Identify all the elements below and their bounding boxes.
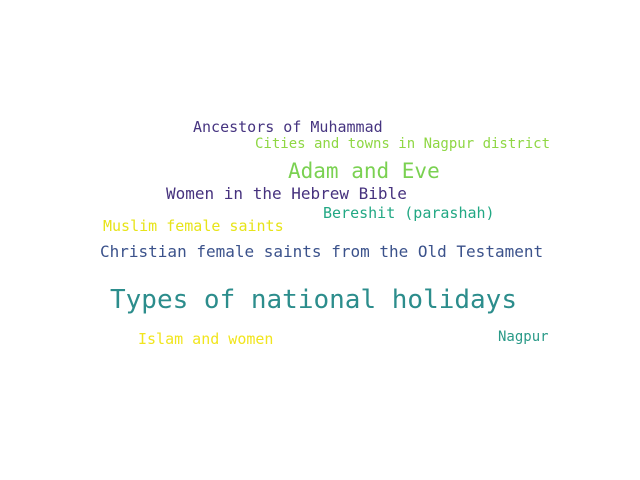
- word-nagpur: Nagpur: [498, 329, 549, 345]
- word-islam-and-women: Islam and women: [138, 330, 274, 348]
- word-ancestors-of-muhammad: Ancestors of Muhammad: [193, 118, 383, 136]
- word-types-of-national-holidays: Types of national holidays: [110, 285, 517, 315]
- word-adam-and-eve: Adam and Eve: [288, 159, 440, 183]
- word-christian-female-saints-old-testament: Christian female saints from the Old Tes…: [100, 242, 544, 261]
- word-muslim-female-saints: Muslim female saints: [103, 217, 284, 235]
- word-bereshit-parashah: Bereshit (parashah): [323, 204, 495, 222]
- word-cities-and-towns-in-nagpur-district: Cities and towns in Nagpur district: [255, 136, 551, 152]
- word-women-in-the-hebrew-bible: Women in the Hebrew Bible: [166, 184, 407, 203]
